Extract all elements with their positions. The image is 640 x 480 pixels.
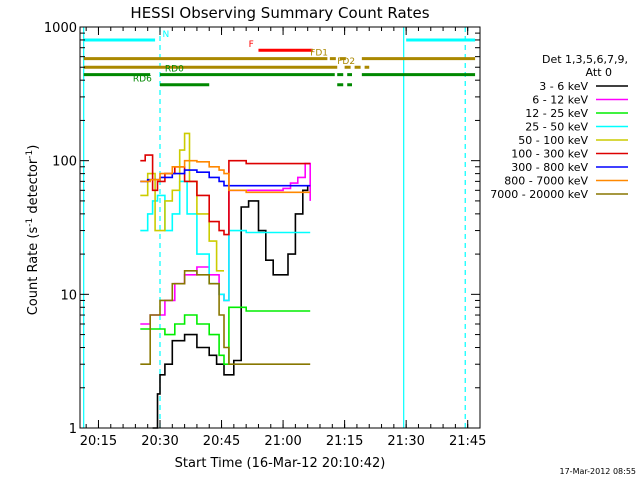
legend-label-8: 7000 - 20000 keV (490, 188, 588, 201)
series-line-3 (140, 180, 311, 302)
y-tick-label-2: 100 (52, 155, 77, 170)
chart-title: HESSI Observing Summary Count Rates (130, 4, 429, 22)
flag-label-1: F (249, 40, 254, 50)
y-axis-label: Count Rate (s-1 detector-1) (25, 145, 41, 316)
legend-label-4: 50 - 100 keV (518, 134, 588, 147)
flag-label-5: RD6 (133, 75, 152, 85)
legend-label-2: 12 - 25 keV (525, 107, 588, 120)
legend-label-6: 300 - 800 keV (511, 161, 588, 174)
series-line-7 (140, 159, 311, 194)
timestamp: 17-Mar-2012 08:55 (560, 467, 637, 476)
legend-label-0: 3 - 6 keV (539, 80, 588, 93)
y-tick-label-0: 1 (69, 422, 77, 437)
series-line-4 (140, 132, 224, 272)
flag-label-0: N (162, 30, 169, 40)
legend-label-7: 800 - 7000 keV (504, 175, 588, 188)
flag-label-4: RD0 (165, 65, 184, 75)
legend-header-2: Att 0 (586, 66, 612, 79)
x-tick-label-5: 21:30 (387, 434, 424, 449)
legend-header-1: Det 1,3,5,6,7,9, (542, 53, 628, 66)
legend-label-5: 100 - 300 keV (511, 148, 588, 161)
y-tick-label-3: 1000 (44, 21, 77, 36)
y-tick-label-1: 10 (60, 288, 77, 303)
series-line-0 (152, 185, 309, 429)
plot-frame (79, 26, 481, 429)
legend-label-3: 25 - 50 keV (525, 121, 588, 134)
y-axis-label-main: Count Rate (s (26, 227, 41, 316)
time-marker-lines (83, 27, 466, 428)
y-axis-label-sup1: -1 (25, 218, 35, 227)
x-tick-label-4: 21:15 (326, 434, 363, 449)
x-axis-label: Start Time (16-Mar-12 20:10:42) (175, 456, 386, 471)
x-tick-label-0: 20:15 (80, 434, 117, 449)
flag-label-2: FD1 (310, 49, 328, 59)
axes: 20:15 20:30 20:45 21:00 21:15 21:30 21:45 1 10 10… (44, 21, 487, 449)
y-axis-label-end: ) (26, 145, 41, 150)
series-layer (140, 132, 311, 429)
series-line-2 (140, 306, 311, 365)
series-line-5 (140, 154, 311, 236)
x-tick-label-6: 21:45 (449, 434, 486, 449)
series-line-6 (140, 169, 311, 187)
y-axis-label-mid: detector (26, 158, 41, 218)
flag-layer: N F FD1 FD2 RD0 RD6 (83, 30, 476, 87)
x-tick-label-3: 21:00 (264, 434, 301, 449)
series-line-8 (140, 270, 311, 365)
y-axis-label-sup2: -1 (25, 150, 35, 159)
flag-label-3: FD2 (337, 57, 355, 67)
legend-label-1: 6 - 12 keV (532, 94, 588, 107)
x-tick-label-2: 20:45 (203, 434, 240, 449)
x-tick-label-1: 20:30 (141, 434, 178, 449)
